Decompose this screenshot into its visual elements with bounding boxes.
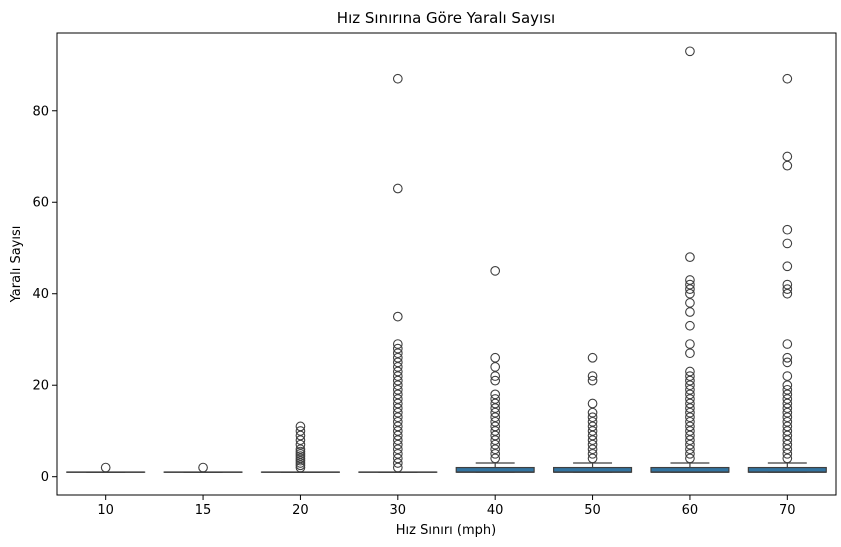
- outlier-point: [685, 339, 695, 349]
- outlier-point: [782, 151, 793, 162]
- box-40: [455, 266, 535, 473]
- outlier-point: [782, 284, 793, 295]
- boxes-layer: [66, 46, 827, 473]
- outlier-point: [587, 398, 598, 409]
- outlier-point: [587, 371, 598, 381]
- outlier-point: [587, 352, 598, 363]
- outlier-point: [685, 46, 695, 57]
- outlier-point: [782, 160, 793, 171]
- outlier-point: [490, 389, 501, 400]
- outlier-point: [685, 275, 695, 285]
- outlier-point: [782, 73, 793, 84]
- outlier-point: [295, 421, 306, 432]
- outlier-point: [392, 339, 403, 349]
- box-15: [163, 462, 243, 473]
- outlier-point: [490, 375, 501, 386]
- outlier-point: [782, 279, 793, 290]
- x-tick-label: 50: [584, 503, 601, 518]
- y-axis: 0 20 40 60 80: [32, 104, 57, 485]
- chart-title: Hız Sınırına Göre Yaralı Sayısı: [337, 9, 555, 27]
- outlier-point: [587, 412, 598, 423]
- x-tick-label: 60: [682, 503, 699, 518]
- outlier-point: [392, 73, 403, 84]
- y-tick-label: 40: [32, 287, 49, 302]
- outlier-point: [685, 371, 695, 381]
- y-tick-label: 20: [32, 379, 49, 394]
- y-tick-label: 0: [41, 470, 49, 485]
- x-tick-label: 15: [195, 503, 212, 518]
- x-tick-label: 30: [390, 503, 407, 518]
- outlier-point: [782, 224, 793, 235]
- outlier-point: [782, 384, 793, 395]
- x-tick-label: 70: [779, 503, 796, 518]
- plot-frame: [56, 32, 837, 496]
- box-70: [747, 73, 827, 473]
- outlier-point: [782, 352, 793, 363]
- y-tick-label: 60: [32, 196, 49, 211]
- outlier-point: [100, 462, 111, 473]
- box-50: [553, 352, 633, 473]
- x-tick-label: 20: [292, 503, 309, 518]
- outlier-point: [198, 462, 208, 473]
- outlier-point: [490, 362, 501, 372]
- outlier-point: [782, 371, 793, 381]
- outlier-point: [782, 238, 793, 249]
- box-60: [650, 46, 730, 473]
- outlier-point: [685, 320, 695, 331]
- outlier-point: [392, 183, 403, 194]
- x-tick-label: 10: [97, 503, 114, 518]
- x-axis-label: Hız Sınırı (mph): [396, 523, 496, 538]
- x-tick-label: 40: [487, 503, 504, 518]
- y-tick-label: 80: [32, 104, 49, 119]
- outlier-point: [295, 446, 306, 457]
- outlier-point: [392, 311, 403, 322]
- outlier-point: [685, 348, 695, 359]
- outlier-point: [295, 451, 306, 461]
- outlier-point: [392, 343, 403, 354]
- outlier-point: [685, 279, 695, 290]
- box-30: [358, 73, 438, 473]
- box-10: [66, 462, 146, 473]
- x-axis: 10 15 20 30 40 50 60 70: [97, 495, 796, 518]
- outlier-point: [685, 307, 695, 317]
- outlier-point: [490, 352, 501, 363]
- outlier-point: [685, 298, 695, 308]
- y-axis-label: Yaralı Sayısı: [9, 226, 24, 304]
- outlier-point: [295, 426, 306, 436]
- outlier-point: [490, 394, 501, 404]
- outlier-point: [587, 375, 598, 386]
- outlier-point: [782, 357, 793, 368]
- outlier-point: [685, 366, 695, 377]
- outlier-point: [490, 266, 501, 276]
- box-20: [260, 421, 340, 473]
- outlier-point: [782, 339, 793, 349]
- outlier-point: [685, 252, 695, 262]
- outlier-point: [782, 261, 793, 272]
